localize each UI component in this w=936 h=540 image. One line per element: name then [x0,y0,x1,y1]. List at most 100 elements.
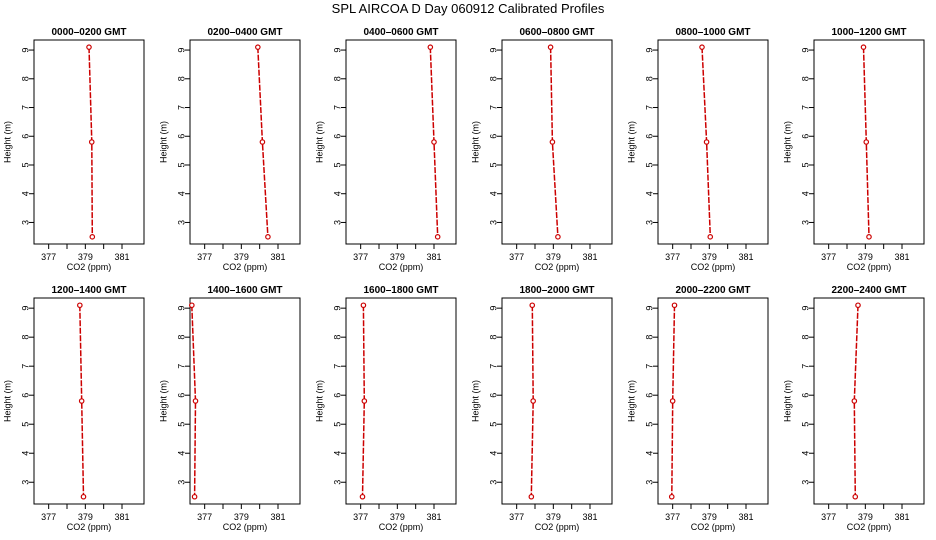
x-tick-label: 377 [41,252,56,262]
y-tick-label: 5 [488,422,498,427]
x-tick-label: 379 [78,512,93,522]
panel-frame [657,39,769,245]
data-point [77,302,83,309]
panel-frame [501,297,613,505]
panel-frame [345,297,457,505]
panel-frame [813,297,925,505]
x-tick-label: 381 [894,512,909,522]
x-tick-label: 377 [665,512,680,522]
y-tick-label: 3 [176,480,186,485]
y-tick-label: 7 [20,105,30,110]
panel-frame [501,39,613,245]
y-tick-label: 3 [332,480,342,485]
data-point [866,234,872,240]
y-tick-label: 3 [644,220,654,225]
x-tick-label: 381 [270,512,285,522]
panel-title: 0600–0800 GMT [519,27,594,38]
y-tick-label: 9 [800,306,810,311]
y-tick-label: 9 [644,306,654,311]
x-tick-label: 379 [546,512,561,522]
y-axis-label: Height (m) [626,380,636,422]
y-tick-label: 8 [488,335,498,340]
x-tick-label: 379 [702,512,717,522]
y-tick-label: 4 [644,191,654,196]
y-tick-label: 9 [332,48,342,53]
y-tick-label: 9 [800,48,810,53]
y-axis-label: Height (m) [314,380,324,422]
y-tick-label: 6 [20,393,30,398]
y-tick-label: 6 [488,134,498,139]
y-axis-label: Height (m) [470,380,480,422]
data-point [528,493,535,500]
x-tick-label: 381 [582,252,597,262]
x-tick-label: 379 [702,252,717,262]
y-tick-label: 7 [20,364,30,369]
y-tick-label: 7 [800,105,810,110]
x-tick-label: 381 [114,512,129,522]
y-tick-label: 9 [20,48,30,53]
y-tick-label: 9 [488,306,498,311]
y-tick-label: 9 [644,48,654,53]
x-tick-label: 381 [114,252,129,262]
x-axis-label: CO2 (ppm) [67,522,112,532]
y-tick-label: 4 [332,451,342,456]
y-axis-label: Height (m) [2,121,12,163]
y-tick-label: 5 [20,162,30,167]
panel-title: 1800–2000 GMT [519,285,594,296]
panel-frame [813,39,925,245]
panel-title: 0000–0200 GMT [51,27,126,38]
x-tick-label: 381 [582,512,597,522]
y-tick-label: 4 [488,191,498,196]
y-tick-label: 7 [332,105,342,110]
y-tick-label: 3 [488,220,498,225]
x-tick-label: 377 [197,512,212,522]
data-point [852,493,859,500]
y-tick-label: 4 [176,191,186,196]
x-tick-label: 379 [234,512,249,522]
data-point [259,139,266,145]
data-point [547,44,554,50]
y-tick-label: 6 [644,393,654,398]
panel-title: 1600–1800 GMT [363,285,438,296]
y-tick-label: 4 [20,191,30,196]
y-tick-label: 8 [332,76,342,81]
data-point [860,44,867,50]
data-point [360,302,367,309]
data-point [529,302,536,309]
data-point [671,302,678,309]
x-tick-label: 377 [509,252,524,262]
y-tick-label: 9 [176,48,186,53]
y-tick-label: 8 [20,335,30,340]
y-tick-label: 5 [800,422,810,427]
data-point [707,234,714,240]
data-point [427,44,434,50]
data-point [530,398,536,404]
y-axis-label: Height (m) [2,380,12,422]
y-tick-label: 8 [332,335,342,340]
panel-title: 0800–1000 GMT [675,27,750,38]
y-tick-label: 4 [20,451,30,456]
y-tick-label: 7 [332,364,342,369]
x-tick-label: 377 [821,252,836,262]
data-point [361,398,368,404]
data-point [359,493,366,500]
y-tick-label: 6 [332,134,342,139]
x-tick-label: 381 [738,512,753,522]
x-tick-label: 377 [665,252,680,262]
y-tick-label: 4 [332,191,342,196]
panel-frame [33,297,145,505]
x-tick-label: 377 [821,512,836,522]
y-tick-label: 7 [176,105,186,110]
y-tick-label: 7 [488,364,498,369]
x-tick-label: 379 [858,252,873,262]
y-tick-label: 5 [488,162,498,167]
y-tick-label: 8 [644,335,654,340]
x-tick-label: 379 [234,252,249,262]
y-tick-label: 4 [176,451,186,456]
y-tick-label: 7 [800,364,810,369]
data-point [189,302,195,309]
y-tick-label: 3 [332,220,342,225]
y-tick-label: 7 [488,105,498,110]
panel-title: 1000–1200 GMT [831,27,906,38]
